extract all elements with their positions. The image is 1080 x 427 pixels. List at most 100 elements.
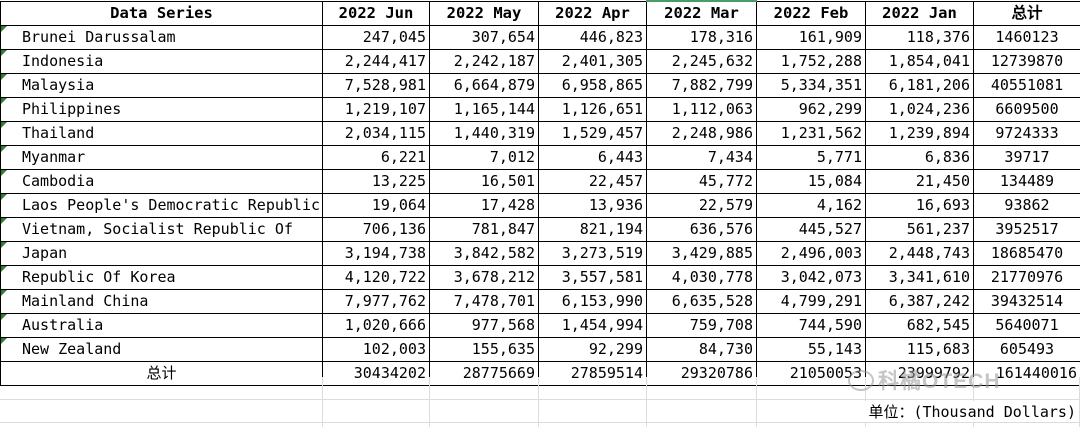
value-cell[interactable]: 2,448,743	[865, 241, 974, 266]
value-cell[interactable]: 5,334,351	[756, 73, 866, 98]
value-cell[interactable]: 178,316	[646, 25, 757, 50]
value-cell[interactable]: 102,003	[322, 337, 430, 362]
value-cell[interactable]: 4,030,778	[646, 265, 757, 290]
row-total-cell[interactable]: 12739870	[973, 49, 1080, 74]
row-total-cell[interactable]: 39432514	[973, 289, 1080, 314]
value-cell[interactable]: 1,024,236	[865, 97, 974, 122]
row-name-cell[interactable]: Mainland China	[0, 289, 323, 314]
value-cell[interactable]: 17,428	[429, 193, 539, 218]
row-total-cell[interactable]: 93862	[973, 193, 1080, 218]
value-cell[interactable]: 2,245,632	[646, 49, 757, 74]
value-cell[interactable]: 3,842,582	[429, 241, 539, 266]
row-name-cell[interactable]: Myanmar	[0, 145, 323, 170]
row-total-cell[interactable]: 39717	[973, 145, 1080, 170]
value-cell[interactable]: 3,678,212	[429, 265, 539, 290]
value-cell[interactable]: 7,977,762	[322, 289, 430, 314]
value-cell[interactable]: 7,528,981	[322, 73, 430, 98]
value-cell[interactable]: 6,958,865	[538, 73, 647, 98]
value-cell[interactable]: 4,120,722	[322, 265, 430, 290]
value-cell[interactable]: 781,847	[429, 217, 539, 242]
value-cell[interactable]: 2,248,986	[646, 121, 757, 146]
value-cell[interactable]: 2,242,187	[429, 49, 539, 74]
value-cell[interactable]: 21,450	[865, 169, 974, 194]
row-name-cell[interactable]: Philippines	[0, 97, 323, 122]
value-cell[interactable]: 1,454,994	[538, 313, 647, 338]
value-cell[interactable]: 1,854,041	[865, 49, 974, 74]
value-cell[interactable]: 5,771	[756, 145, 866, 170]
column-total-cell[interactable]: 30434202	[322, 361, 430, 386]
row-name-cell[interactable]: Malaysia	[0, 73, 323, 98]
value-cell[interactable]: 6,836	[865, 145, 974, 170]
value-cell[interactable]: 1,231,562	[756, 121, 866, 146]
value-cell[interactable]: 6,221	[322, 145, 430, 170]
value-cell[interactable]: 706,136	[322, 217, 430, 242]
value-cell[interactable]: 13,936	[538, 193, 647, 218]
row-name-cell[interactable]: Republic Of Korea	[0, 265, 323, 290]
column-total-cell[interactable]: 27859514	[538, 361, 647, 386]
value-cell[interactable]: 7,478,701	[429, 289, 539, 314]
value-cell[interactable]: 977,568	[429, 313, 539, 338]
value-cell[interactable]: 1,529,457	[538, 121, 647, 146]
value-cell[interactable]: 3,429,885	[646, 241, 757, 266]
value-cell[interactable]: 744,590	[756, 313, 866, 338]
value-cell[interactable]: 7,882,799	[646, 73, 757, 98]
column-header[interactable]: 2022 Jan	[865, 0, 974, 26]
row-name-cell[interactable]: Brunei Darussalam	[0, 25, 323, 50]
row-name-cell[interactable]: Vietnam, Socialist Republic Of	[0, 217, 323, 242]
value-cell[interactable]: 6,664,879	[429, 73, 539, 98]
value-cell[interactable]: 4,799,291	[756, 289, 866, 314]
value-cell[interactable]: 307,654	[429, 25, 539, 50]
value-cell[interactable]: 636,576	[646, 217, 757, 242]
column-header-data-series[interactable]: Data Series	[0, 0, 323, 26]
value-cell[interactable]: 2,034,115	[322, 121, 430, 146]
value-cell[interactable]: 247,045	[322, 25, 430, 50]
row-total-cell[interactable]: 134489	[973, 169, 1080, 194]
column-total-cell[interactable]: 23999792	[865, 361, 974, 386]
column-header[interactable]: 2022 May	[429, 0, 539, 26]
value-cell[interactable]: 1,126,651	[538, 97, 647, 122]
value-cell[interactable]: 3,557,581	[538, 265, 647, 290]
value-cell[interactable]: 161,909	[756, 25, 866, 50]
row-total-cell[interactable]: 1460123	[973, 25, 1080, 50]
value-cell[interactable]: 16,501	[429, 169, 539, 194]
value-cell[interactable]: 759,708	[646, 313, 757, 338]
value-cell[interactable]: 2,401,305	[538, 49, 647, 74]
value-cell[interactable]: 6,181,206	[865, 73, 974, 98]
value-cell[interactable]: 6,443	[538, 145, 647, 170]
row-total-cell[interactable]: 3952517	[973, 217, 1080, 242]
value-cell[interactable]: 1,752,288	[756, 49, 866, 74]
row-name-cell[interactable]: Cambodia	[0, 169, 323, 194]
column-header[interactable]: 2022 Mar	[646, 0, 757, 26]
value-cell[interactable]: 19,064	[322, 193, 430, 218]
value-cell[interactable]: 3,341,610	[865, 265, 974, 290]
column-header[interactable]: 总计	[973, 0, 1080, 26]
value-cell[interactable]: 1,219,107	[322, 97, 430, 122]
value-cell[interactable]: 155,635	[429, 337, 539, 362]
value-cell[interactable]: 13,225	[322, 169, 430, 194]
value-cell[interactable]: 1,440,319	[429, 121, 539, 146]
value-cell[interactable]: 22,579	[646, 193, 757, 218]
value-cell[interactable]: 118,376	[865, 25, 974, 50]
value-cell[interactable]: 1,165,144	[429, 97, 539, 122]
value-cell[interactable]: 7,012	[429, 145, 539, 170]
value-cell[interactable]: 15,084	[756, 169, 866, 194]
value-cell[interactable]: 682,545	[865, 313, 974, 338]
row-total-cell[interactable]: 5640071	[973, 313, 1080, 338]
value-cell[interactable]: 4,162	[756, 193, 866, 218]
value-cell[interactable]: 84,730	[646, 337, 757, 362]
row-name-cell[interactable]: Japan	[0, 241, 323, 266]
value-cell[interactable]: 7,434	[646, 145, 757, 170]
value-cell[interactable]: 3,042,073	[756, 265, 866, 290]
row-total-cell[interactable]: 21770976	[973, 265, 1080, 290]
row-name-cell[interactable]: New Zealand	[0, 337, 323, 362]
row-total-cell[interactable]: 9724333	[973, 121, 1080, 146]
value-cell[interactable]: 1,112,063	[646, 97, 757, 122]
row-name-cell[interactable]: Laos People's Democratic Republic	[0, 193, 323, 218]
row-total-cell[interactable]: 6609500	[973, 97, 1080, 122]
value-cell[interactable]: 445,527	[756, 217, 866, 242]
value-cell[interactable]: 1,020,666	[322, 313, 430, 338]
column-header[interactable]: 2022 Feb	[756, 0, 866, 26]
column-header[interactable]: 2022 Apr	[538, 0, 647, 26]
value-cell[interactable]: 962,299	[756, 97, 866, 122]
value-cell[interactable]: 6,635,528	[646, 289, 757, 314]
